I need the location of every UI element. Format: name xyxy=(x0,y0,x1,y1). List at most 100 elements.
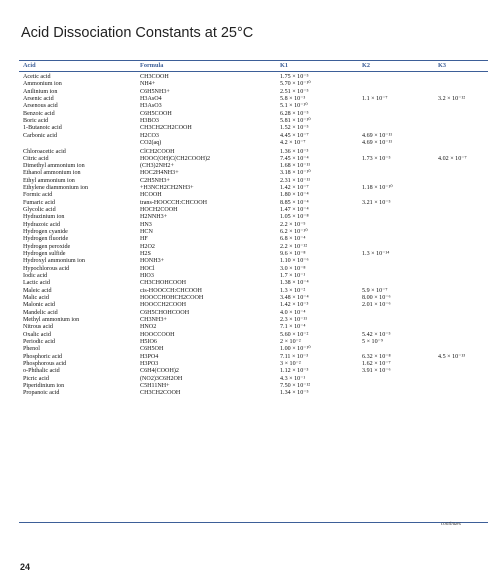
cell-k1: 1.10 × 10⁻⁶ xyxy=(280,258,309,265)
cell-k1: 1.00 × 10⁻¹⁰ xyxy=(280,346,311,353)
cell-acid: Phenol xyxy=(23,346,40,353)
cell-k3: 4.02 × 10⁻⁷ xyxy=(438,155,467,162)
cell-k2: 1.1 × 10⁻⁷ xyxy=(362,95,388,102)
table-row: Anilinium ion C6H5NH3+ 2.51 × 10⁻⁵ xyxy=(19,89,488,96)
cell-acid: Benzoic acid xyxy=(23,110,55,117)
cell-k2: 8.00 × 10⁻⁶ xyxy=(362,295,391,302)
table-row: Mandelic acid C6H5CHOHCOOH 4.0 × 10⁻⁴ xyxy=(19,310,488,317)
cell-acid: Carbonic acid xyxy=(23,132,58,139)
cell-acid: Hydrogen cyanide xyxy=(23,229,68,236)
cell-k1: 1.42 × 10⁻⁷ xyxy=(280,185,309,192)
cell-k2: 4.69 × 10⁻¹¹ xyxy=(362,132,393,139)
table-row: Hydrogen peroxide H2O2 2.2 × 10⁻¹² xyxy=(19,244,488,251)
cell-k1: 3 × 10⁻² xyxy=(280,361,301,368)
header-k2: K2 xyxy=(362,62,371,69)
cell-acid: Periodic acid xyxy=(23,339,55,346)
cell-acid: Dimethyl ammonium ion xyxy=(23,163,85,170)
table-row: Hydrogen cyanide HCN 6.2 × 10⁻¹⁰ xyxy=(19,229,488,236)
cell-formula: HCOOH xyxy=(140,192,162,199)
cell-acid: Propanoic acid xyxy=(23,390,60,397)
table-row: Benzoic acid C6H5COOH 6.28 × 10⁻⁵ xyxy=(19,111,488,118)
header-formula: Formula xyxy=(140,62,164,69)
cell-formula: cis-HOOCCH:CHCOOH xyxy=(140,287,202,294)
cell-formula: H3PO4 xyxy=(140,353,159,360)
cell-k1: 9.6 × 10⁻⁸ xyxy=(280,251,306,258)
table-row: 1-Butanoic acid CH3CH2CH2COOH 1.52 × 10⁻⁵ xyxy=(19,125,488,132)
cell-formula: ClCH2COOH xyxy=(140,148,175,155)
cell-acid: Formic acid xyxy=(23,192,53,199)
cell-formula: C6H5OH xyxy=(140,346,164,353)
cell-acid: Arsenous acid xyxy=(23,103,58,110)
cell-k2: 1.18 × 10⁻¹⁰ xyxy=(362,185,393,192)
table-row: Methyl ammonium ion CH3NH3+ 2.3 × 10⁻¹¹ xyxy=(19,317,488,324)
table-row: Chloroacetic acid ClCH2COOH 1.36 × 10⁻³ xyxy=(19,149,488,156)
cell-formula: C6H5NH3+ xyxy=(140,88,170,95)
cell-k1: 4.2 × 10⁻⁷ xyxy=(280,139,306,146)
cell-k1: 6.2 × 10⁻¹⁰ xyxy=(280,229,308,236)
table-row: Nitrous acid HNO2 7.1 × 10⁻⁴ xyxy=(19,324,488,331)
cell-formula: HN3 xyxy=(140,221,152,228)
cell-k2: 5 × 10⁻⁹ xyxy=(362,339,383,346)
cell-k1: 1.75 × 10⁻⁵ xyxy=(280,74,309,80)
cell-k1: 1.52 × 10⁻⁵ xyxy=(280,125,309,132)
table-row: Hydroxyl ammonium ion HONH3+ 1.10 × 10⁻⁶ xyxy=(19,258,488,265)
table-row: Citric acid HOOC(OH)C(CH2COOH)2 7.45 × 10⁻… xyxy=(19,156,488,163)
cell-acid: Arsenic acid xyxy=(23,95,54,102)
table-row: Boric acid H3BO3 5.81 × 10⁻¹⁰ xyxy=(19,118,488,125)
cell-formula: H3BO3 xyxy=(140,117,159,124)
cell-k1: 2.31 × 10⁻¹¹ xyxy=(280,177,311,184)
cell-acid: Fumaric acid xyxy=(23,199,55,206)
cell-acid: Citric acid xyxy=(23,155,49,162)
cell-k1: 1.05 × 10⁻⁸ xyxy=(280,214,309,221)
cell-k2: 5.42 × 10⁻⁵ xyxy=(362,331,391,338)
cell-acid: Hypochlorous acid xyxy=(23,265,70,272)
cell-k1: 6.28 × 10⁻⁵ xyxy=(280,110,309,117)
cell-k2: 3.21 × 10⁻⁵ xyxy=(362,199,391,206)
table-row: Ethyl ammonium ion C2H5NH3+ 2.31 × 10⁻¹¹ xyxy=(19,178,488,185)
cell-k1: 5.81 × 10⁻¹⁰ xyxy=(280,117,311,124)
cell-formula: +H3NCH2CH2NH3+ xyxy=(140,185,194,192)
cell-formula: CH3CH2COOH xyxy=(140,390,181,397)
page-number: 24 xyxy=(20,562,31,572)
continues-note: continues xyxy=(441,521,461,527)
cell-acid: 1-Butanoic acid xyxy=(23,125,62,132)
cell-k1: 1.12 × 10⁻³ xyxy=(280,368,309,375)
cell-formula: HOC2H4NH3+ xyxy=(140,170,179,177)
cell-acid: Nitrous acid xyxy=(23,324,53,331)
table-row: Lactic acid CH3CHOHCOOH 1.38 × 10⁻⁴ xyxy=(19,280,488,287)
table-row: CO2(aq) 4.2 × 10⁻⁷ 4.69 × 10⁻¹¹ xyxy=(19,140,488,147)
cell-formula: HCN xyxy=(140,229,153,236)
cell-formula: H3PO3 xyxy=(140,361,159,368)
table-row: Dimethyl ammonium ion (CH3)2NH2+ 1.68 × 10… xyxy=(19,163,488,170)
cell-k1: 1.42 × 10⁻³ xyxy=(280,302,309,309)
cell-k2: 6.32 × 10⁻⁸ xyxy=(362,353,391,360)
cell-formula: C6H4(COOH)2 xyxy=(140,368,179,375)
cell-k1: 5.60 × 10⁻² xyxy=(280,331,309,338)
table-row: Ammonium ion NH4+ 5.70 × 10⁻¹⁰ xyxy=(19,81,488,88)
cell-k1: 3.18 × 10⁻¹⁰ xyxy=(280,170,311,177)
table-row: Arsenous acid H3AsO3 5.1 × 10⁻¹⁰ xyxy=(19,103,488,110)
table-row: Oxalic acid HOOCCOOH 5.60 × 10⁻² 5.42 × 10⁻… xyxy=(19,332,488,339)
cell-k1: 2.2 × 10⁻⁵ xyxy=(280,221,306,228)
cell-acid: Hydrogen sulfide xyxy=(23,251,66,258)
cell-k1: 8.85 × 10⁻⁴ xyxy=(280,199,309,206)
cell-k1: 1.80 × 10⁻⁴ xyxy=(280,192,309,199)
cell-k1: 2.3 × 10⁻¹¹ xyxy=(280,317,308,324)
cell-k1: 2 × 10⁻² xyxy=(280,339,301,346)
cell-acid: Malic acid xyxy=(23,295,49,302)
cell-k1: 1.36 × 10⁻³ xyxy=(280,148,309,155)
cell-formula: H2CO3 xyxy=(140,132,159,139)
table-row: Phosphorous acid H3PO3 3 × 10⁻² 1.62 × 10⁻⁷ xyxy=(19,361,488,368)
cell-acid: Picric acid xyxy=(23,375,49,382)
table-row: Ethanol ammonium ion HOC2H4NH3+ 3.18 × 10⁻… xyxy=(19,170,488,177)
table-row: Phenol C6H5OH 1.00 × 10⁻¹⁰ xyxy=(19,346,488,353)
cell-formula: C5H11NH+ xyxy=(140,383,170,390)
cell-formula: HF xyxy=(140,236,148,243)
cell-k1: 5.1 × 10⁻¹⁰ xyxy=(280,103,308,110)
cell-formula: HONH3+ xyxy=(140,258,165,265)
cell-formula: (CH3)2NH2+ xyxy=(140,163,174,170)
cell-k1: 1.47 × 10⁻⁴ xyxy=(280,207,309,214)
table-row: Fumaric acid trans-HOOCCH:CHCOOH 8.85 × 10… xyxy=(19,200,488,207)
cell-formula: H3AsO4 xyxy=(140,95,162,102)
cell-formula: CH3CH2CH2COOH xyxy=(140,125,192,132)
